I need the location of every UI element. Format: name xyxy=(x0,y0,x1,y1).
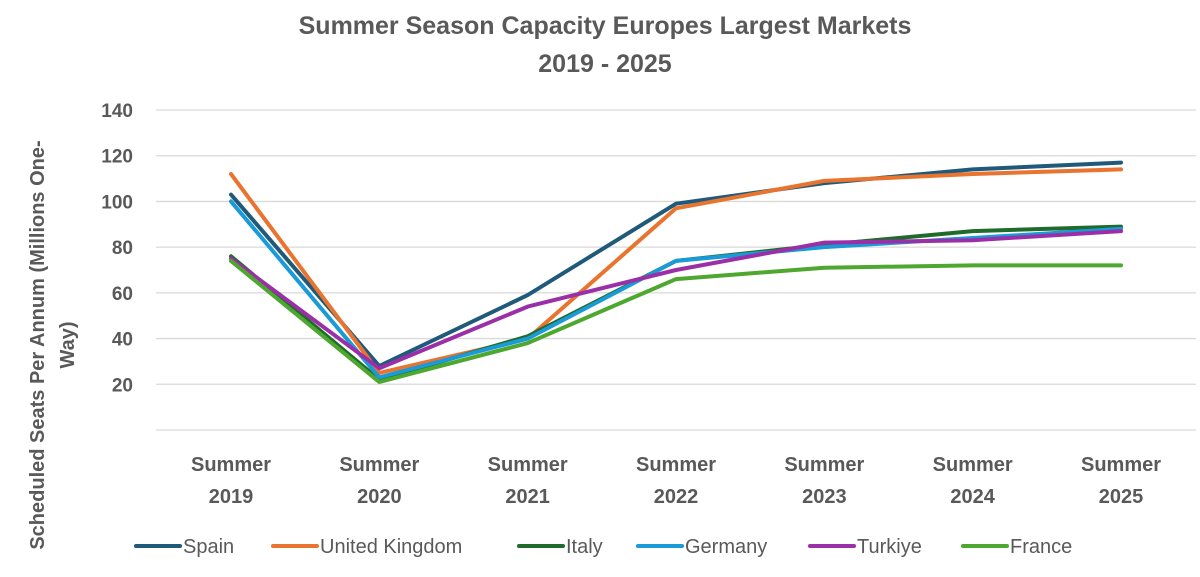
legend: Spain United Kingdom Italy Germany Turkiye Fr… xyxy=(136,536,1072,558)
series-line-france xyxy=(231,261,1121,382)
x-tick-label: 2021 xyxy=(505,486,550,508)
y-axis-label: Scheduled Seats Per Annum (Millions One-… xyxy=(27,140,79,549)
x-tick-label: Summer xyxy=(784,454,864,476)
x-tick-label: 2024 xyxy=(950,486,995,508)
y-tick-label: 20 xyxy=(112,375,133,396)
legend-label: France xyxy=(1010,536,1072,558)
legend-label: Turkiye xyxy=(857,536,922,558)
x-tick-label: Summer xyxy=(339,454,419,476)
legend-label: Germany xyxy=(685,536,767,558)
y-tick-label: 40 xyxy=(112,330,133,351)
x-tick-label: Summer xyxy=(488,454,568,476)
y-axis-label-line-1: Scheduled Seats Per Annum (Millions One- xyxy=(27,140,49,549)
x-tick-label: 2019 xyxy=(209,486,254,508)
x-tick-label: Summer xyxy=(933,454,1013,476)
legend-label: Italy xyxy=(566,536,603,558)
x-tick-label: 2025 xyxy=(1099,486,1144,508)
chart-title: Summer Season Capacity Europes Largest M… xyxy=(299,12,912,40)
chart-subtitle: 2019 - 2025 xyxy=(538,50,672,78)
y-tick-label: 100 xyxy=(101,192,133,213)
legend-label: Spain xyxy=(183,536,234,558)
x-tick-label: Summer xyxy=(191,454,271,476)
x-tick-label: Summer xyxy=(636,454,716,476)
x-axis-ticks: Summer 2019 Summer 2020 Summer 2021 Summer 2022… xyxy=(191,454,1161,508)
x-tick-label: 2023 xyxy=(802,486,847,508)
line-chart: Summer Season Capacity Europes Largest M… xyxy=(0,0,1200,577)
x-tick-label: 2020 xyxy=(357,486,402,508)
series-lines xyxy=(231,163,1121,382)
legend-label: United Kingdom xyxy=(320,536,462,558)
y-tick-label: 60 xyxy=(112,284,133,305)
x-tick-label: Summer xyxy=(1081,454,1161,476)
y-tick-label: 80 xyxy=(112,238,133,259)
y-tick-label: 140 xyxy=(101,101,133,122)
y-tick-label: 120 xyxy=(101,147,133,168)
y-axis-label-line-2: Way) xyxy=(57,321,79,368)
x-tick-label: 2022 xyxy=(654,486,699,508)
y-axis-ticks: 20 40 60 80 100 120 140 xyxy=(101,101,133,396)
